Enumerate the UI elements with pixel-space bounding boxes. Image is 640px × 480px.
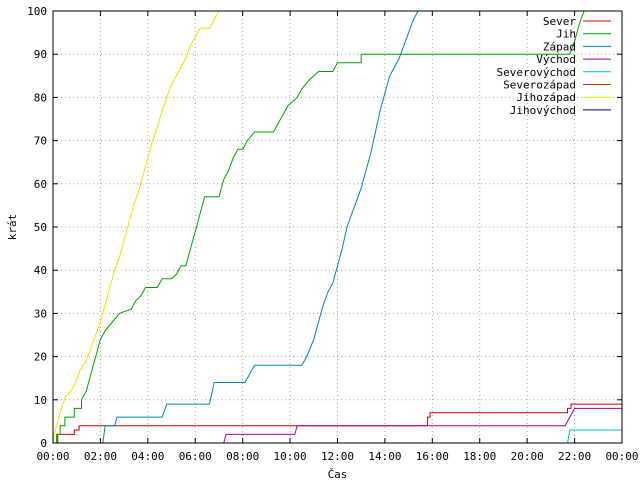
y-tick-label: 90 xyxy=(34,48,47,61)
x-tick-label: 06:00 xyxy=(179,450,212,463)
series-line-2 xyxy=(53,10,585,444)
series-line-1 xyxy=(53,403,622,444)
x-tick-label: 14:00 xyxy=(368,450,401,463)
y-tick-label: 80 xyxy=(34,91,47,104)
series-line-4 xyxy=(53,407,622,444)
legend-label: Sever xyxy=(543,15,576,28)
legend-label: Jih xyxy=(556,28,576,41)
x-tick-label: 18:00 xyxy=(463,450,496,463)
y-tick-label: 40 xyxy=(34,264,47,277)
x-tick-label: 12:00 xyxy=(321,450,354,463)
x-tick-label: 20:00 xyxy=(511,450,544,463)
legend-label: Severovýchod xyxy=(497,66,576,79)
legend-label: Severozápad xyxy=(503,79,576,92)
y-tick-label: 100 xyxy=(27,5,47,18)
x-tick-label: 22:00 xyxy=(558,450,591,463)
y-tick-label: 50 xyxy=(34,221,47,234)
y-axis-label: krát xyxy=(6,214,19,241)
series-line-3 xyxy=(53,10,419,444)
x-tick-label: 00:00 xyxy=(605,450,638,463)
y-tick-label: 10 xyxy=(34,394,47,407)
x-axis-label: Čas xyxy=(328,468,348,480)
y-tick-label: 20 xyxy=(34,351,47,364)
series-line-7 xyxy=(52,10,220,444)
legend-label: Východ xyxy=(536,53,576,66)
axis-ticks: 00:00 02:00 04:00 06:00 08:00 10:00 12:00 14:00… xyxy=(27,5,638,463)
x-tick-label: 00:00 xyxy=(36,450,69,463)
y-tick-label: 70 xyxy=(34,135,47,148)
y-tick-label: 0 xyxy=(40,437,47,450)
x-tick-label: 08:00 xyxy=(226,450,259,463)
y-tick-label: 60 xyxy=(34,178,47,191)
x-tick-label: 16:00 xyxy=(416,450,449,463)
legend: SeverJihZápadVýchodSeverovýchodSeverozáp… xyxy=(497,15,611,117)
legend-label: Jihozápad xyxy=(516,91,576,104)
y-tick-label: 30 xyxy=(34,307,47,320)
x-tick-label: 10:00 xyxy=(274,450,307,463)
grid-lines xyxy=(53,11,622,443)
x-tick-label: 02:00 xyxy=(84,450,117,463)
legend-label: Jihovýchod xyxy=(510,104,576,117)
x-tick-label: 04:00 xyxy=(131,450,164,463)
legend-label: Západ xyxy=(543,40,576,53)
